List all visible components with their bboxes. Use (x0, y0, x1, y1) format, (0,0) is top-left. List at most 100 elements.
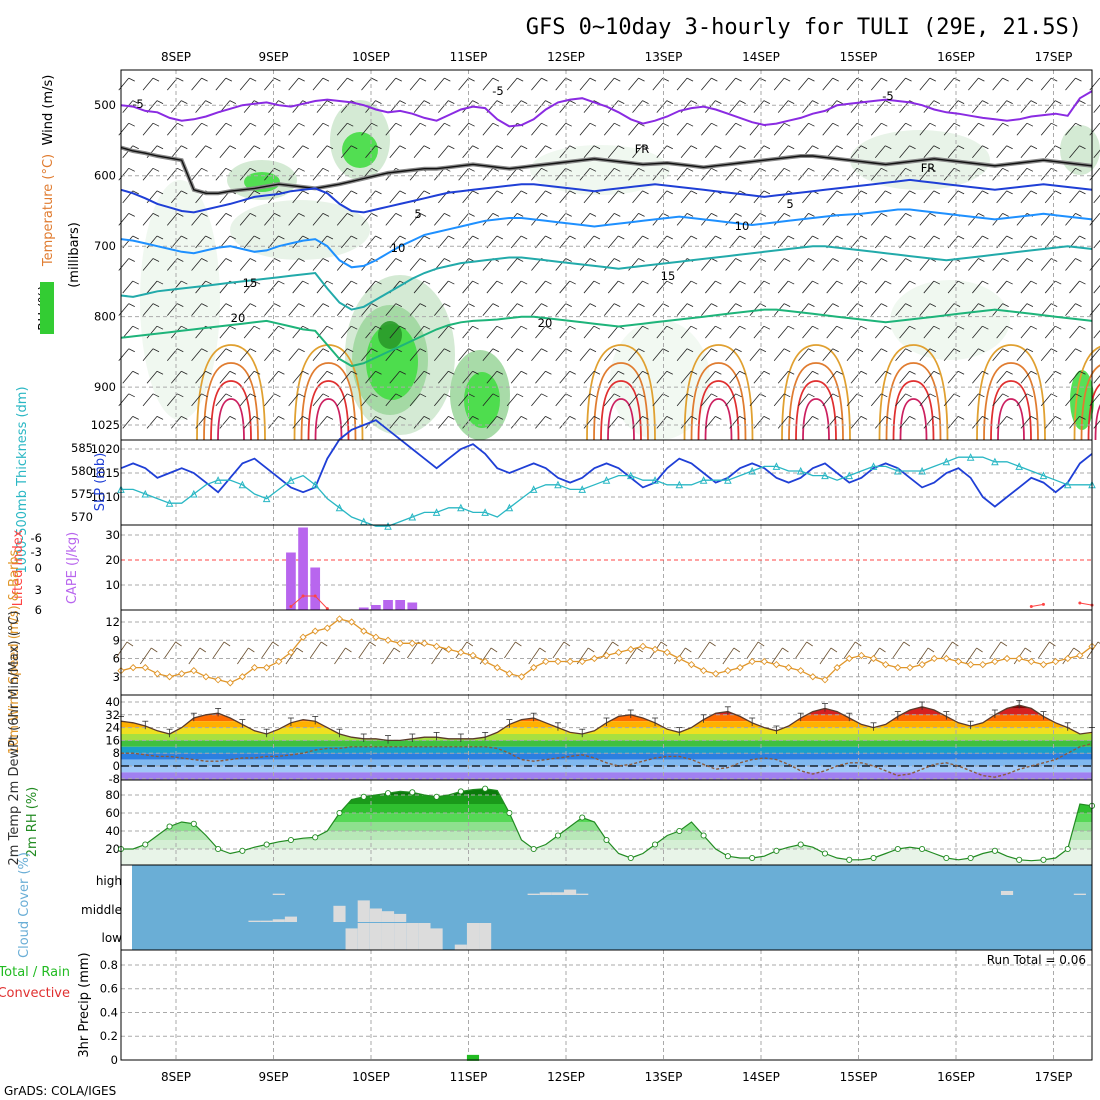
wind-barb (933, 235, 941, 240)
wind-barb (434, 213, 445, 226)
wind-barb (874, 235, 886, 249)
wind-barb (205, 280, 212, 285)
wind-barb (181, 235, 188, 240)
wind-barb (1040, 77, 1052, 91)
wind-barb (118, 393, 130, 407)
wind-barb (916, 647, 929, 665)
wind-barb (565, 348, 572, 353)
wind-barb (322, 303, 330, 307)
wind-barb (1020, 371, 1032, 384)
wind-barb (715, 325, 722, 330)
wind-barb (787, 100, 795, 105)
wind-barb (274, 348, 281, 353)
wind-barb (336, 213, 348, 226)
wind-barb (676, 77, 688, 91)
wind-barb (146, 325, 158, 339)
wind-barb (725, 348, 736, 361)
wind-barb (128, 348, 135, 353)
wind-barb (312, 168, 324, 181)
wind-barb (1040, 348, 1052, 361)
wind-barb (229, 370, 237, 375)
wind-barb (510, 145, 522, 159)
wind-barb (225, 393, 233, 398)
wind-barb (312, 122, 324, 136)
wind-barb (798, 348, 809, 361)
wind-barb (812, 145, 819, 150)
wind-barb (347, 258, 354, 262)
contour-label: -5 (882, 89, 893, 103)
wind-barb (225, 122, 233, 127)
wind-barb (874, 100, 886, 113)
wind-barb (191, 168, 202, 181)
wind-barb (565, 393, 572, 398)
wind-barb (569, 370, 576, 375)
wind-barb (239, 393, 251, 407)
wind-barb (996, 190, 1007, 204)
wind-barb (636, 647, 643, 653)
contour-label: 20 (538, 316, 553, 330)
wind-barb (822, 348, 834, 361)
wind-barb (285, 647, 298, 665)
wind-barb (763, 190, 771, 195)
warm-isotherm (1087, 383, 1100, 441)
wind-barb (860, 145, 868, 150)
wind-barb (215, 213, 227, 226)
wind-barb (614, 303, 621, 307)
wind-barb (458, 213, 469, 226)
wind-barb (506, 168, 518, 181)
wind-barb (132, 100, 139, 105)
wind-barb (458, 348, 469, 361)
wind-barb (763, 145, 771, 150)
wind-barb (749, 258, 761, 271)
wind-barb (856, 348, 864, 353)
wind-barb (249, 122, 257, 127)
wind-barb (698, 641, 710, 659)
precip-total-label: Total / Rain (0, 965, 70, 980)
thickness-marker (238, 480, 247, 489)
pressure-tick-label: 900 (94, 380, 116, 394)
wind-barb (860, 370, 868, 375)
rh2m-marker (287, 836, 294, 844)
wind-barb (520, 235, 528, 240)
wind-speed-marker (335, 615, 344, 623)
wind-barb (739, 416, 746, 420)
wind-barb (177, 213, 184, 217)
wind-barb (545, 370, 552, 375)
wind-barb (603, 348, 615, 361)
wind-barb (773, 122, 785, 136)
wind-barb (957, 370, 965, 375)
wind-barb (579, 303, 591, 316)
wind-speed-marker (1076, 651, 1084, 660)
wind-barb (607, 280, 619, 294)
thickness-marker (432, 508, 441, 516)
wind-barb (243, 235, 255, 249)
wind-barb (798, 122, 809, 136)
warm-isotherm (607, 398, 635, 441)
wind-barb (345, 647, 352, 653)
rh-tick-label: 20 (105, 842, 120, 856)
wind-speed-marker (275, 657, 283, 666)
wind-barb (385, 77, 397, 91)
wind-barb (787, 280, 795, 285)
wind-barb (492, 303, 500, 307)
wind-barb (369, 641, 376, 647)
wind-barb (490, 647, 498, 653)
wind-barb (735, 213, 742, 217)
wind-barb (535, 145, 546, 159)
wind-barb (919, 303, 931, 316)
wind-barb (298, 122, 305, 127)
wind-barb (177, 258, 184, 262)
wind-barb (777, 100, 789, 113)
wind-barb (122, 145, 134, 159)
thickness-marker (481, 508, 489, 516)
wind-barb (579, 393, 591, 407)
temp-color-band (121, 734, 1092, 741)
wind-barb (968, 168, 979, 181)
warm-isotherm (210, 380, 252, 441)
wind-barb (953, 77, 961, 82)
wind-barb (312, 348, 324, 361)
wind-barb (462, 190, 473, 204)
wind-barb (565, 77, 572, 82)
wind-barb (711, 167, 718, 172)
wind-barb (972, 325, 983, 339)
